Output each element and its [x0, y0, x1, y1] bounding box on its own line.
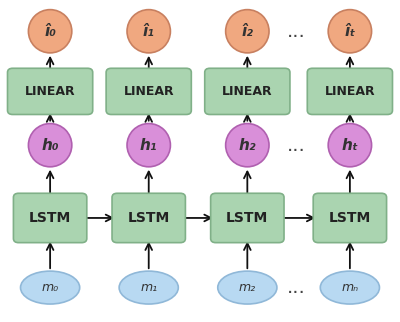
- Text: î₁: î₁: [143, 24, 155, 39]
- Text: LINEAR: LINEAR: [124, 85, 174, 98]
- Text: hₜ: hₜ: [342, 138, 358, 153]
- FancyBboxPatch shape: [112, 193, 186, 243]
- Ellipse shape: [218, 271, 277, 304]
- Ellipse shape: [127, 10, 170, 53]
- Ellipse shape: [226, 124, 269, 167]
- Text: ...: ...: [287, 22, 306, 41]
- Text: m₀: m₀: [42, 281, 59, 294]
- FancyBboxPatch shape: [106, 68, 191, 115]
- Text: m₂: m₂: [239, 281, 256, 294]
- Ellipse shape: [28, 124, 72, 167]
- Text: LSTM: LSTM: [128, 211, 170, 225]
- Ellipse shape: [226, 10, 269, 53]
- Text: h₁: h₁: [140, 138, 158, 153]
- Ellipse shape: [28, 10, 72, 53]
- Ellipse shape: [328, 10, 372, 53]
- Text: h₂: h₂: [238, 138, 256, 153]
- FancyBboxPatch shape: [14, 193, 87, 243]
- Ellipse shape: [320, 271, 380, 304]
- Ellipse shape: [127, 124, 170, 167]
- Ellipse shape: [119, 271, 178, 304]
- FancyBboxPatch shape: [205, 68, 290, 115]
- FancyBboxPatch shape: [8, 68, 93, 115]
- Text: î₀: î₀: [44, 24, 56, 39]
- Text: LSTM: LSTM: [329, 211, 371, 225]
- Ellipse shape: [20, 271, 80, 304]
- Text: LINEAR: LINEAR: [324, 85, 375, 98]
- Text: LINEAR: LINEAR: [25, 85, 76, 98]
- FancyBboxPatch shape: [313, 193, 386, 243]
- Text: mₙ: mₙ: [341, 281, 358, 294]
- Text: îₜ: îₜ: [344, 24, 356, 39]
- Text: LSTM: LSTM: [226, 211, 268, 225]
- FancyBboxPatch shape: [307, 68, 392, 115]
- Text: h₀: h₀: [41, 138, 59, 153]
- Text: ...: ...: [287, 278, 306, 297]
- Text: m₁: m₁: [140, 281, 157, 294]
- Text: LSTM: LSTM: [29, 211, 71, 225]
- Text: î₂: î₂: [241, 24, 253, 39]
- Ellipse shape: [328, 124, 372, 167]
- Text: ...: ...: [287, 136, 306, 155]
- Text: LINEAR: LINEAR: [222, 85, 273, 98]
- FancyBboxPatch shape: [211, 193, 284, 243]
